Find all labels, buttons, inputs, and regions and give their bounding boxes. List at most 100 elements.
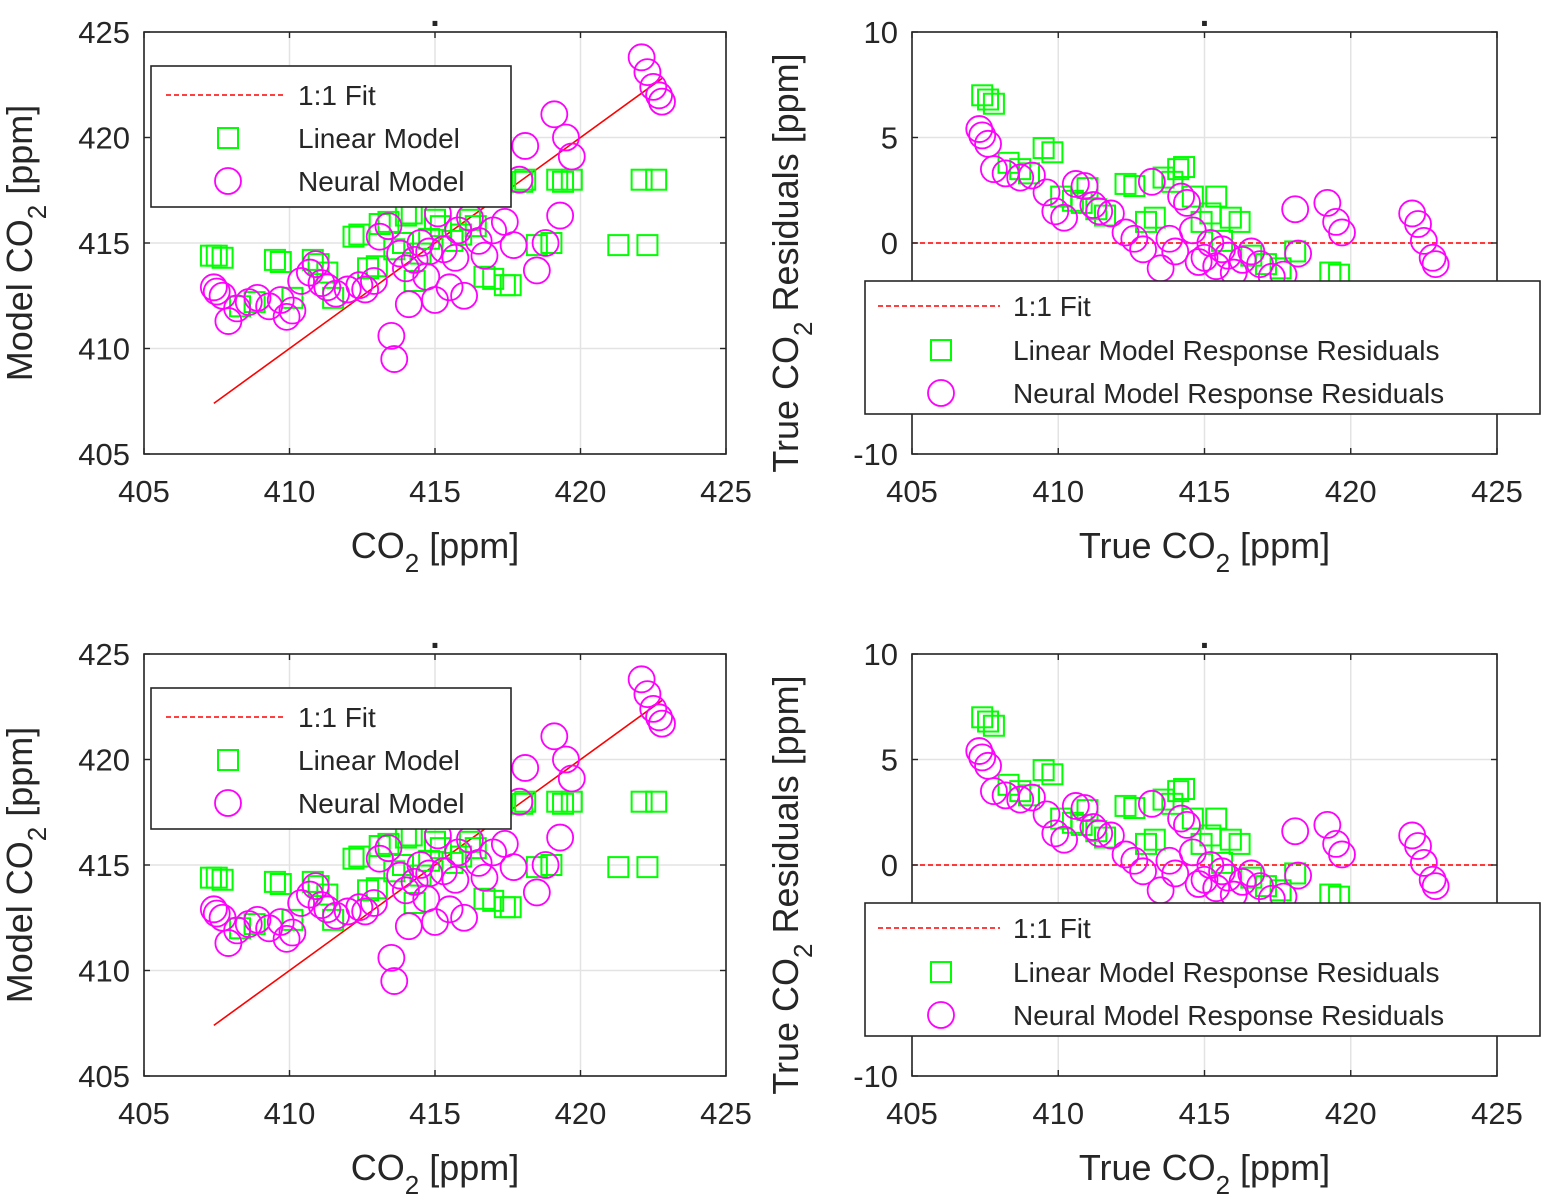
- square-point: [263, 870, 286, 893]
- circle-point: [272, 302, 301, 331]
- circle-point: [1173, 189, 1201, 217]
- y-tick-label: 415: [78, 226, 130, 261]
- y-tick-label: 10: [864, 637, 898, 672]
- circle-point: [202, 277, 231, 306]
- legend-entry: 1:1 Fit: [166, 702, 376, 733]
- square-point: [645, 790, 668, 813]
- legend-label: Linear Model Response Residuals: [1013, 957, 1439, 988]
- square-point: [1269, 257, 1292, 280]
- linear-markers: [199, 790, 668, 940]
- x-tick-label: 425: [700, 1096, 752, 1131]
- circle-point: [301, 250, 330, 279]
- square-point: [1205, 807, 1228, 830]
- y-tick-label: 420: [78, 121, 130, 156]
- x-tick-label: 420: [555, 1096, 607, 1131]
- circle-point: [1421, 872, 1450, 900]
- square-point: [377, 210, 400, 233]
- circle-point: [1041, 819, 1070, 848]
- circle-point: [499, 231, 528, 260]
- circle-point: [1111, 840, 1140, 869]
- circle-point: [1228, 245, 1257, 274]
- square-point: [205, 244, 228, 267]
- square-point: [1070, 191, 1093, 214]
- circle-point: [1111, 218, 1140, 247]
- circle-point: [1418, 865, 1447, 894]
- circle-point: [1137, 789, 1166, 818]
- square-point: [211, 246, 234, 269]
- circle-point: [333, 275, 362, 304]
- square-point: [971, 84, 994, 107]
- square-point: [1181, 807, 1204, 830]
- circle-point: [1421, 250, 1450, 279]
- square-point: [977, 710, 1000, 733]
- circle-point: [511, 132, 540, 160]
- y-axis-label: True CO2 Residuals [ppm]: [765, 53, 818, 472]
- circle-point: [552, 745, 580, 774]
- square-point: [342, 225, 365, 248]
- square-point: [540, 854, 563, 876]
- square-point: [552, 170, 575, 193]
- circle-point: [435, 895, 464, 924]
- square-point: [499, 896, 522, 919]
- y-axis-label: True CO2 Residuals [ppm]: [765, 675, 818, 1094]
- square-point: [1143, 206, 1166, 229]
- circle-point: [980, 777, 1008, 806]
- square-point: [441, 229, 464, 252]
- circle-point: [464, 226, 493, 255]
- circle-point: [1097, 199, 1125, 228]
- circle-point: [1284, 861, 1312, 890]
- square-point: [1228, 210, 1251, 233]
- circle-point: [313, 895, 342, 924]
- legend: 1:1 Fit Linear Model Response Residuals Ne…: [864, 280, 1541, 415]
- circle-point: [639, 694, 668, 723]
- circle-point: [365, 844, 394, 873]
- circle-point: [359, 889, 388, 917]
- circle-point: [202, 899, 231, 928]
- legend-label: Linear Model Response Residuals: [1013, 335, 1439, 366]
- legend-square-swatch: [930, 961, 952, 983]
- circle-point: [633, 680, 662, 708]
- panel-3: 405 410 415 420 425 405 410 415 420 425 . CO2 [ppm]…: [0, 618, 752, 1200]
- chart-title: .: [430, 0, 439, 34]
- neural-markers: [199, 43, 676, 373]
- square-point: [211, 868, 234, 891]
- legend-label: 1:1 Fit: [1013, 291, 1091, 322]
- circle-point: [295, 258, 324, 287]
- circle-point: [1079, 813, 1108, 841]
- circle-point: [1129, 857, 1157, 886]
- x-tick-label: 415: [1179, 1096, 1231, 1131]
- circle-point: [351, 275, 380, 304]
- circle-point: [470, 241, 499, 270]
- circle-point: [435, 273, 464, 302]
- y-tick-label: 425: [78, 637, 130, 672]
- x-tick-label: 410: [1032, 1096, 1084, 1131]
- x-tick-label: 425: [1471, 474, 1523, 509]
- x-tick-label: 425: [700, 474, 752, 509]
- y-tick-label: 405: [78, 437, 130, 472]
- square-point: [546, 790, 569, 813]
- legend-circle-swatch: [927, 1001, 955, 1029]
- circle-point: [1085, 197, 1114, 226]
- square-point: [540, 232, 563, 254]
- legend-label: 1:1 Fit: [298, 80, 376, 111]
- legend: 1:1 Fit Linear Model Neural Model: [150, 687, 512, 830]
- circle-point: [1032, 800, 1061, 829]
- circle-point: [406, 229, 435, 257]
- square-point: [636, 234, 659, 257]
- circle-point: [1313, 811, 1342, 839]
- circle-point: [278, 296, 307, 325]
- square-point: [1123, 797, 1146, 820]
- circle-point: [531, 851, 560, 879]
- circle-point: [1214, 863, 1242, 892]
- legend-square-swatch: [217, 127, 239, 149]
- square-point: [281, 908, 304, 931]
- circle-point: [266, 286, 295, 314]
- circle-point: [1409, 226, 1438, 255]
- legend: 1:1 Fit Linear Model Neural Model: [150, 65, 512, 208]
- legend-entry: Neural Model: [214, 788, 465, 819]
- circle-point: [980, 155, 1008, 184]
- circle-point: [645, 703, 673, 732]
- circle-point: [374, 212, 403, 241]
